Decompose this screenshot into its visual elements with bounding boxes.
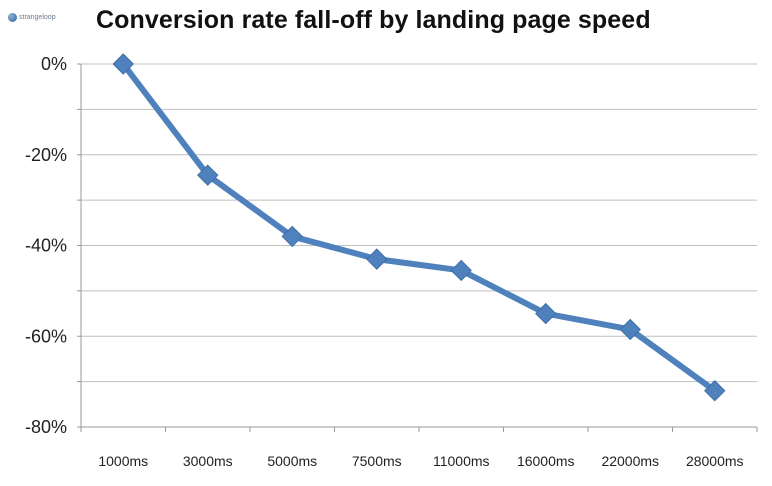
data-point <box>281 225 303 248</box>
data-point <box>450 259 472 282</box>
x-tick-label: 3000ms <box>183 453 233 469</box>
y-tick-label: -80% <box>25 417 67 437</box>
x-tick-label: 7500ms <box>352 453 402 469</box>
x-tick-label: 5000ms <box>267 453 317 469</box>
y-tick-label: -40% <box>25 236 67 256</box>
logo-text: strangeloop <box>19 14 56 21</box>
strangeloop-logo: strangeloop <box>8 13 56 22</box>
y-tick-label: -20% <box>25 145 67 165</box>
series-line <box>120 61 718 394</box>
data-point <box>197 164 219 186</box>
gridlines <box>81 63 757 383</box>
y-axis-ticks: 0% -20% -40% -60% -80% <box>25 54 67 437</box>
data-point <box>704 379 726 402</box>
logo-icon <box>8 13 17 22</box>
x-tick-label: 11000ms <box>433 453 490 469</box>
y-tick-label: -60% <box>25 326 67 346</box>
series-group <box>112 53 726 402</box>
x-tick-label: 22000ms <box>601 453 659 469</box>
x-tick-label: 16000ms <box>517 453 575 469</box>
data-point <box>619 318 641 341</box>
chart-title: Conversion rate fall-off by landing page… <box>96 6 651 34</box>
data-point <box>535 302 557 325</box>
x-tick-label: 1000ms <box>98 453 148 469</box>
axes <box>77 63 758 432</box>
data-point <box>112 53 134 75</box>
x-axis-ticks: 1000ms 3000ms 5000ms 7500ms 11000ms 16000ms 22… <box>98 453 743 469</box>
y-tick-label: 0% <box>41 54 67 74</box>
x-tick-label: 28000ms <box>686 453 744 469</box>
data-point <box>366 248 388 270</box>
